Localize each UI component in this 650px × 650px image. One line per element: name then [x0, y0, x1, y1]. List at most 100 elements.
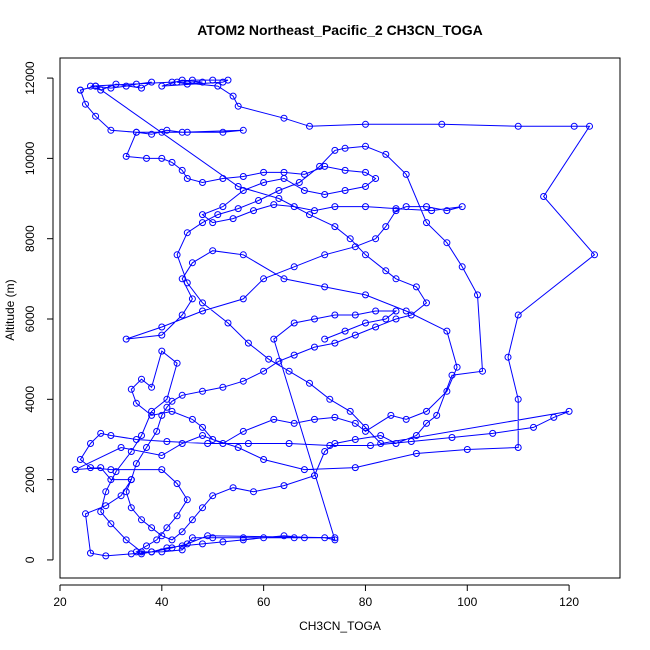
data-point — [168, 536, 176, 544]
data-point — [199, 299, 206, 307]
data-point — [392, 205, 400, 213]
data-point — [382, 150, 390, 158]
data-point — [285, 367, 293, 375]
data-point — [71, 466, 79, 474]
data-point — [132, 128, 140, 136]
data-point — [183, 80, 191, 88]
data-point — [290, 263, 298, 271]
data-point — [377, 440, 385, 447]
data-point — [219, 538, 227, 546]
data-point — [148, 78, 156, 86]
data-point — [138, 432, 145, 439]
data-point — [514, 122, 522, 130]
data-point — [260, 534, 268, 542]
data-point — [87, 549, 94, 557]
data-point — [392, 440, 400, 447]
data-point — [117, 444, 125, 451]
data-point — [158, 331, 166, 339]
x-tick-label: 60 — [257, 595, 271, 609]
data-point — [117, 492, 125, 500]
data-point — [112, 80, 120, 88]
data-point — [107, 126, 115, 134]
data-point — [443, 327, 451, 335]
data-point — [351, 436, 359, 443]
data-point — [239, 251, 247, 259]
data-point — [362, 427, 369, 435]
data-point — [362, 291, 369, 299]
data-point — [280, 168, 288, 176]
data-point — [107, 520, 115, 528]
plot-area — [71, 76, 598, 560]
data-point — [382, 223, 390, 231]
data-point — [306, 379, 313, 387]
data-point — [122, 335, 130, 343]
data-point — [229, 215, 237, 223]
data-point — [76, 86, 84, 94]
x-tick-label: 40 — [155, 595, 169, 609]
data-point — [321, 534, 329, 542]
data-point — [402, 203, 410, 211]
data-point — [331, 146, 339, 154]
y-tick-label: 12000 — [23, 61, 37, 95]
data-point — [188, 259, 196, 267]
data-point — [321, 283, 329, 291]
data-point — [178, 275, 186, 283]
data-point — [423, 299, 430, 307]
x-tick-label: 20 — [53, 595, 67, 609]
data-point — [188, 516, 196, 524]
data-point — [331, 339, 339, 347]
data-point — [311, 472, 318, 480]
data-point — [173, 512, 181, 520]
data-point — [290, 351, 298, 359]
data-point — [158, 154, 166, 162]
data-point — [234, 183, 242, 190]
data-point — [183, 229, 191, 237]
data-point — [367, 442, 374, 449]
data-point — [591, 251, 598, 259]
data-point — [209, 492, 217, 500]
data-point — [250, 207, 257, 215]
data-point — [565, 407, 573, 415]
data-point — [443, 239, 451, 247]
data-point — [326, 395, 334, 403]
data-point — [178, 128, 186, 136]
data-point — [178, 546, 186, 554]
data-point — [199, 179, 206, 186]
data-point — [107, 432, 115, 439]
data-point — [138, 548, 145, 556]
chart-title: ATOM2 Northeast_Pacific_2 CH3CN_TOGA — [197, 22, 483, 38]
data-point — [290, 419, 298, 427]
data-point — [138, 375, 145, 383]
axes: 20 40 60 80 100 120 0 2000 4000 6000 8000 10000 1200… — [23, 61, 579, 609]
data-point — [127, 385, 135, 393]
data-point — [127, 476, 135, 484]
data-point — [178, 542, 186, 550]
data-point — [239, 295, 247, 303]
data-point — [153, 536, 161, 544]
data-point — [540, 193, 548, 200]
data-point — [306, 211, 313, 219]
data-point — [97, 464, 105, 472]
data-point — [158, 411, 166, 419]
data-point — [382, 267, 390, 275]
data-point — [168, 544, 176, 552]
data-point — [209, 436, 217, 443]
data-point — [331, 536, 339, 544]
data-point — [362, 120, 369, 128]
data-point — [107, 476, 115, 484]
data-point — [402, 415, 410, 423]
y-axis-label: Altitude (m) — [3, 279, 17, 340]
data-point — [148, 411, 156, 419]
data-point — [423, 203, 430, 211]
data-point — [102, 488, 110, 496]
data-point — [239, 536, 247, 544]
data-point — [244, 440, 252, 447]
data-point — [92, 112, 100, 120]
data-point — [275, 357, 283, 365]
data-point — [234, 205, 242, 213]
data-point — [341, 166, 349, 174]
data-point — [168, 78, 176, 86]
data-point — [321, 335, 329, 343]
data-point — [122, 152, 130, 160]
